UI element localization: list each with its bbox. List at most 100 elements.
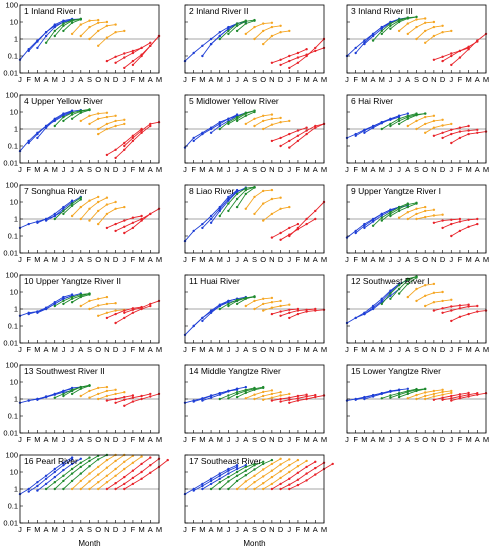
data-point: [97, 473, 100, 476]
x-tick-label: F: [458, 255, 463, 264]
data-point: [415, 15, 418, 19]
data-point: [227, 480, 230, 483]
data-point: [424, 284, 427, 287]
data-point: [288, 59, 291, 63]
data-point: [279, 304, 282, 308]
series-line: [54, 18, 81, 37]
data-point: [192, 324, 195, 328]
series-line: [202, 464, 246, 490]
x-tick-label: J: [122, 525, 126, 534]
x-tick-label: F: [26, 75, 31, 84]
data-point: [270, 21, 274, 24]
data-point: [296, 394, 300, 398]
data-point: [288, 398, 291, 401]
data-point: [467, 225, 470, 228]
series-line: [407, 209, 434, 220]
data-point: [279, 310, 282, 313]
data-point: [279, 24, 282, 27]
series-line: [262, 460, 307, 490]
data-point: [62, 389, 65, 393]
data-point: [62, 479, 65, 483]
data-point: [244, 391, 247, 395]
data-point: [88, 199, 91, 202]
data-point: [432, 392, 436, 396]
data-point: [131, 396, 135, 399]
data-point: [441, 55, 444, 58]
data-point: [262, 394, 265, 398]
x-tick-label: M: [361, 345, 367, 354]
data-point: [380, 32, 383, 36]
x-tick-label: M: [379, 345, 385, 354]
data-point: [380, 29, 383, 33]
data-point: [467, 305, 470, 308]
data-point: [218, 481, 221, 484]
x-tick-label: J: [389, 165, 393, 174]
x-tick-label: M: [199, 345, 205, 354]
data-point: [441, 290, 444, 294]
data-point: [363, 397, 366, 401]
data-point: [235, 387, 239, 390]
data-point: [380, 297, 383, 300]
x-tick-label: A: [209, 435, 214, 444]
data-point: [114, 392, 117, 396]
data-point: [450, 305, 453, 308]
data-point: [397, 114, 401, 118]
x-tick-label: J: [227, 435, 231, 444]
data-point: [389, 122, 392, 126]
y-tick-label: 10: [10, 18, 18, 27]
data-point: [62, 119, 65, 123]
data-point: [53, 302, 56, 306]
x-tick-label: S: [414, 75, 419, 84]
x-tick-label: A: [78, 165, 83, 174]
data-point: [218, 121, 221, 124]
data-point: [131, 226, 135, 230]
data-point: [88, 207, 91, 210]
data-point: [105, 115, 109, 119]
x-tick-label: J: [62, 75, 66, 84]
x-tick-label: J: [235, 255, 239, 264]
x-tick-label: F: [191, 345, 196, 354]
data-point: [131, 394, 135, 397]
x-tick-label: F: [353, 255, 358, 264]
data-point: [235, 302, 239, 306]
data-point: [227, 304, 230, 308]
data-point: [131, 59, 135, 63]
data-point: [105, 212, 109, 216]
data-point: [105, 302, 109, 306]
data-point: [53, 481, 56, 484]
data-point: [192, 139, 195, 143]
x-tick-label: J: [287, 525, 291, 534]
series-line: [37, 458, 82, 491]
x-tick-label: F: [296, 525, 301, 534]
data-point: [79, 304, 83, 308]
data-point: [192, 489, 195, 492]
data-point: [218, 37, 221, 41]
data-point: [406, 117, 409, 121]
data-point: [44, 487, 48, 491]
data-point: [380, 299, 383, 303]
x-tick-label: M: [483, 165, 489, 174]
data-point: [123, 219, 126, 222]
data-point: [105, 316, 109, 320]
data-point: [227, 469, 230, 472]
data-point: [406, 17, 409, 20]
data-point: [441, 396, 444, 399]
y-tick-label: 10: [10, 198, 18, 207]
data-point: [36, 489, 39, 492]
data-point: [458, 397, 462, 400]
data-point: [53, 304, 56, 308]
data-point: [288, 311, 291, 314]
data-point: [105, 196, 109, 199]
data-point: [432, 221, 436, 224]
x-tick-label: M: [139, 255, 145, 264]
data-point: [279, 116, 282, 120]
x-tick-label: J: [389, 345, 393, 354]
x-tick-label: D: [278, 345, 284, 354]
data-point: [450, 389, 453, 393]
x-tick-label: D: [113, 165, 119, 174]
data-point: [131, 221, 135, 224]
series-line: [280, 123, 325, 147]
x-tick-label: M: [156, 75, 162, 84]
data-point: [131, 216, 135, 219]
data-point: [62, 113, 65, 116]
